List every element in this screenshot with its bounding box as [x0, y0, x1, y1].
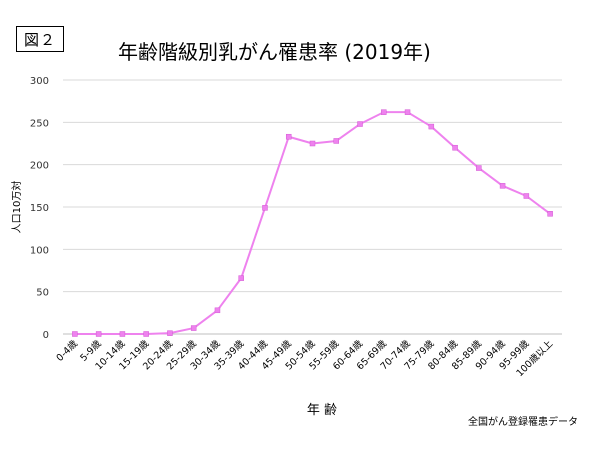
data-point — [333, 138, 340, 144]
figure-tag: 図２ — [16, 26, 64, 52]
y-tick-label: 200 — [30, 161, 49, 172]
data-point — [428, 123, 435, 130]
y-tick-label: 150 — [30, 203, 49, 214]
data-point — [381, 109, 387, 115]
data-point — [476, 165, 482, 171]
y-tick-label: 50 — [36, 288, 49, 299]
data-point — [452, 144, 458, 151]
data-point — [214, 307, 221, 314]
data-point — [72, 331, 78, 337]
x-axis-title: 年 齢 — [307, 403, 337, 418]
data-point — [190, 325, 197, 331]
data-point — [357, 121, 363, 127]
y-tick-label: 100 — [30, 245, 49, 256]
chart-title: 年齢階級別乳がん罹患率 (2019年) — [118, 40, 431, 64]
data-point — [309, 140, 316, 147]
data-point — [499, 183, 506, 189]
y-tick-label: 250 — [30, 118, 49, 129]
data-point — [262, 205, 268, 211]
data-point — [167, 330, 173, 336]
data-point — [95, 331, 102, 337]
data-point — [119, 331, 126, 337]
data-point — [547, 211, 553, 217]
data-point — [238, 275, 244, 281]
x-tick-label: 0-4歳 — [54, 337, 81, 364]
data-point — [143, 331, 149, 337]
source-note: 全国がん登録罹患データ — [468, 415, 578, 428]
data-point — [523, 193, 530, 199]
y-tick-label: 0 — [43, 330, 49, 341]
y-axis-title: 人口10万対 — [10, 181, 23, 234]
y-tick-label: 300 — [30, 76, 49, 87]
data-point — [404, 109, 411, 115]
data-point — [285, 133, 292, 140]
